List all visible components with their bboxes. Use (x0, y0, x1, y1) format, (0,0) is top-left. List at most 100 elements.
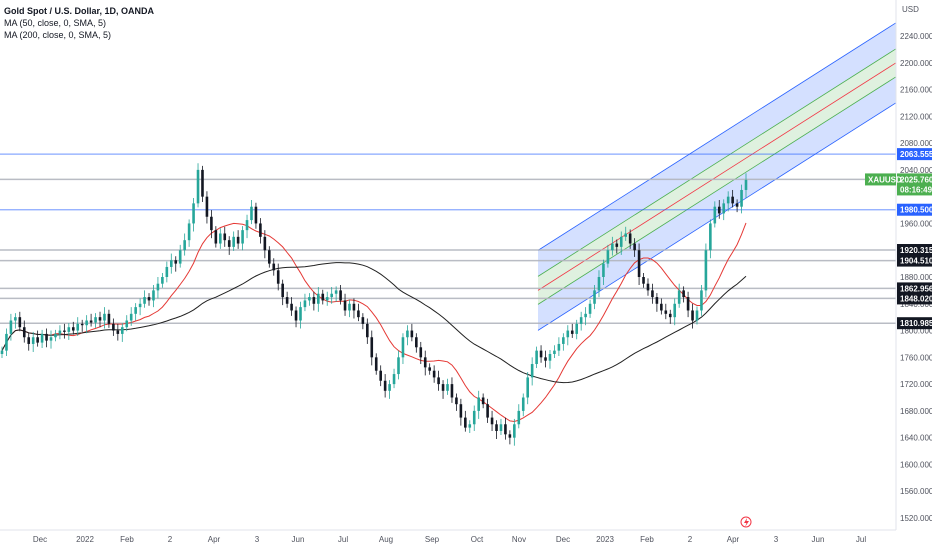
candle-body[interactable] (526, 377, 530, 398)
candle-body[interactable] (9, 320, 13, 334)
candle-body[interactable] (156, 283, 160, 291)
candle-body[interactable] (325, 297, 329, 301)
candle-body[interactable] (513, 424, 516, 438)
candle-body[interactable] (339, 290, 342, 301)
candle-body[interactable] (259, 223, 262, 237)
candle-body[interactable] (308, 297, 311, 301)
candle-body[interactable] (508, 434, 512, 438)
channel-line[interactable] (537, 102, 897, 331)
candle-body[interactable] (80, 323, 84, 326)
candle-body[interactable] (611, 243, 614, 251)
candle-body[interactable] (419, 347, 423, 358)
candle-body[interactable] (129, 313, 133, 321)
candle-body[interactable] (624, 233, 628, 237)
candle-body[interactable] (660, 303, 663, 311)
candle-body[interactable] (334, 290, 338, 294)
candle-body[interactable] (397, 357, 400, 375)
candle-body[interactable] (468, 424, 472, 428)
candle-body[interactable] (481, 397, 485, 405)
candle-body[interactable] (330, 293, 333, 298)
candle-body[interactable] (642, 277, 645, 284)
candle-body[interactable] (285, 297, 289, 304)
candle-body[interactable] (477, 397, 480, 411)
candle-body[interactable] (553, 350, 556, 354)
candle-body[interactable] (40, 333, 44, 343)
candle-body[interactable] (651, 290, 654, 298)
candle-body[interactable] (183, 240, 186, 251)
candle-body[interactable] (691, 310, 694, 321)
candle-body[interactable] (686, 297, 690, 311)
candle-body[interactable] (236, 236, 240, 244)
candle-body[interactable] (14, 317, 17, 321)
candle-body[interactable] (178, 250, 182, 264)
candle-body[interactable] (116, 330, 120, 334)
candle-body[interactable] (504, 424, 507, 435)
candle-body[interactable] (459, 404, 463, 418)
candle-body[interactable] (628, 233, 632, 244)
lightning-icon[interactable] (740, 516, 752, 528)
candle-body[interactable] (415, 337, 418, 348)
candle-body[interactable] (682, 290, 685, 298)
candle-body[interactable] (245, 220, 249, 231)
candle-body[interactable] (450, 384, 454, 398)
channel-line[interactable] (537, 62, 897, 291)
candle-body[interactable] (85, 320, 88, 326)
candle-body[interactable] (254, 206, 258, 224)
legend-symbol-title[interactable]: Gold Spot / U.S. Dollar, 1D, OANDA (4, 6, 155, 16)
candle-body[interactable] (321, 293, 325, 301)
candle-body[interactable] (406, 330, 409, 338)
candle-body[interactable] (112, 323, 115, 331)
candle-body[interactable] (544, 357, 547, 361)
candle-body[interactable] (566, 330, 570, 338)
candle-body[interactable] (299, 307, 302, 321)
candle-body[interactable] (695, 310, 699, 321)
candle-body[interactable] (272, 263, 276, 271)
candle-body[interactable] (317, 293, 320, 304)
candle-body[interactable] (58, 330, 62, 334)
candle-body[interactable] (472, 410, 476, 425)
candle-body[interactable] (281, 283, 284, 298)
candle-body[interactable] (250, 206, 253, 221)
candle-body[interactable] (401, 337, 405, 358)
candle-body[interactable] (63, 330, 66, 332)
candle-body[interactable] (437, 377, 440, 385)
candle-body[interactable] (423, 357, 427, 368)
candle-body[interactable] (125, 320, 129, 328)
candle-body[interactable] (548, 353, 552, 361)
candle-body[interactable] (312, 297, 316, 304)
candle-body[interactable] (655, 297, 659, 304)
candle-body[interactable] (5, 333, 8, 351)
candle-body[interactable] (27, 337, 31, 344)
candle-body[interactable] (187, 223, 191, 241)
candle-body[interactable] (76, 323, 80, 331)
candle-body[interactable] (619, 236, 623, 247)
candle-body[interactable] (147, 297, 151, 301)
candle-body[interactable] (446, 384, 449, 391)
candle-body[interactable] (103, 313, 106, 321)
candle-body[interactable] (722, 203, 726, 214)
candle-body[interactable] (370, 337, 374, 358)
candle-body[interactable] (67, 327, 71, 332)
candle-body[interactable] (94, 317, 97, 323)
regression-channel[interactable] (537, 22, 897, 331)
candle-body[interactable] (348, 303, 351, 311)
candle-body[interactable] (709, 223, 712, 251)
candle-body[interactable] (169, 260, 173, 267)
candle-body[interactable] (205, 196, 209, 217)
candle-body[interactable] (717, 206, 721, 214)
candle-body[interactable] (294, 310, 298, 321)
candle-body[interactable] (726, 196, 730, 204)
candle-body[interactable] (201, 169, 204, 197)
candle-body[interactable] (575, 323, 579, 334)
candle-body[interactable] (174, 260, 178, 264)
candle-body[interactable] (134, 307, 137, 314)
candle-body[interactable] (45, 333, 48, 341)
candle-body[interactable] (143, 297, 146, 304)
candle-body[interactable] (602, 263, 605, 277)
candle-body[interactable] (152, 290, 155, 301)
candle-body[interactable] (579, 317, 583, 324)
candle-body[interactable] (677, 290, 681, 304)
candle-body[interactable] (535, 350, 538, 365)
candle-body[interactable] (98, 317, 102, 321)
candle-body[interactable] (379, 370, 382, 381)
